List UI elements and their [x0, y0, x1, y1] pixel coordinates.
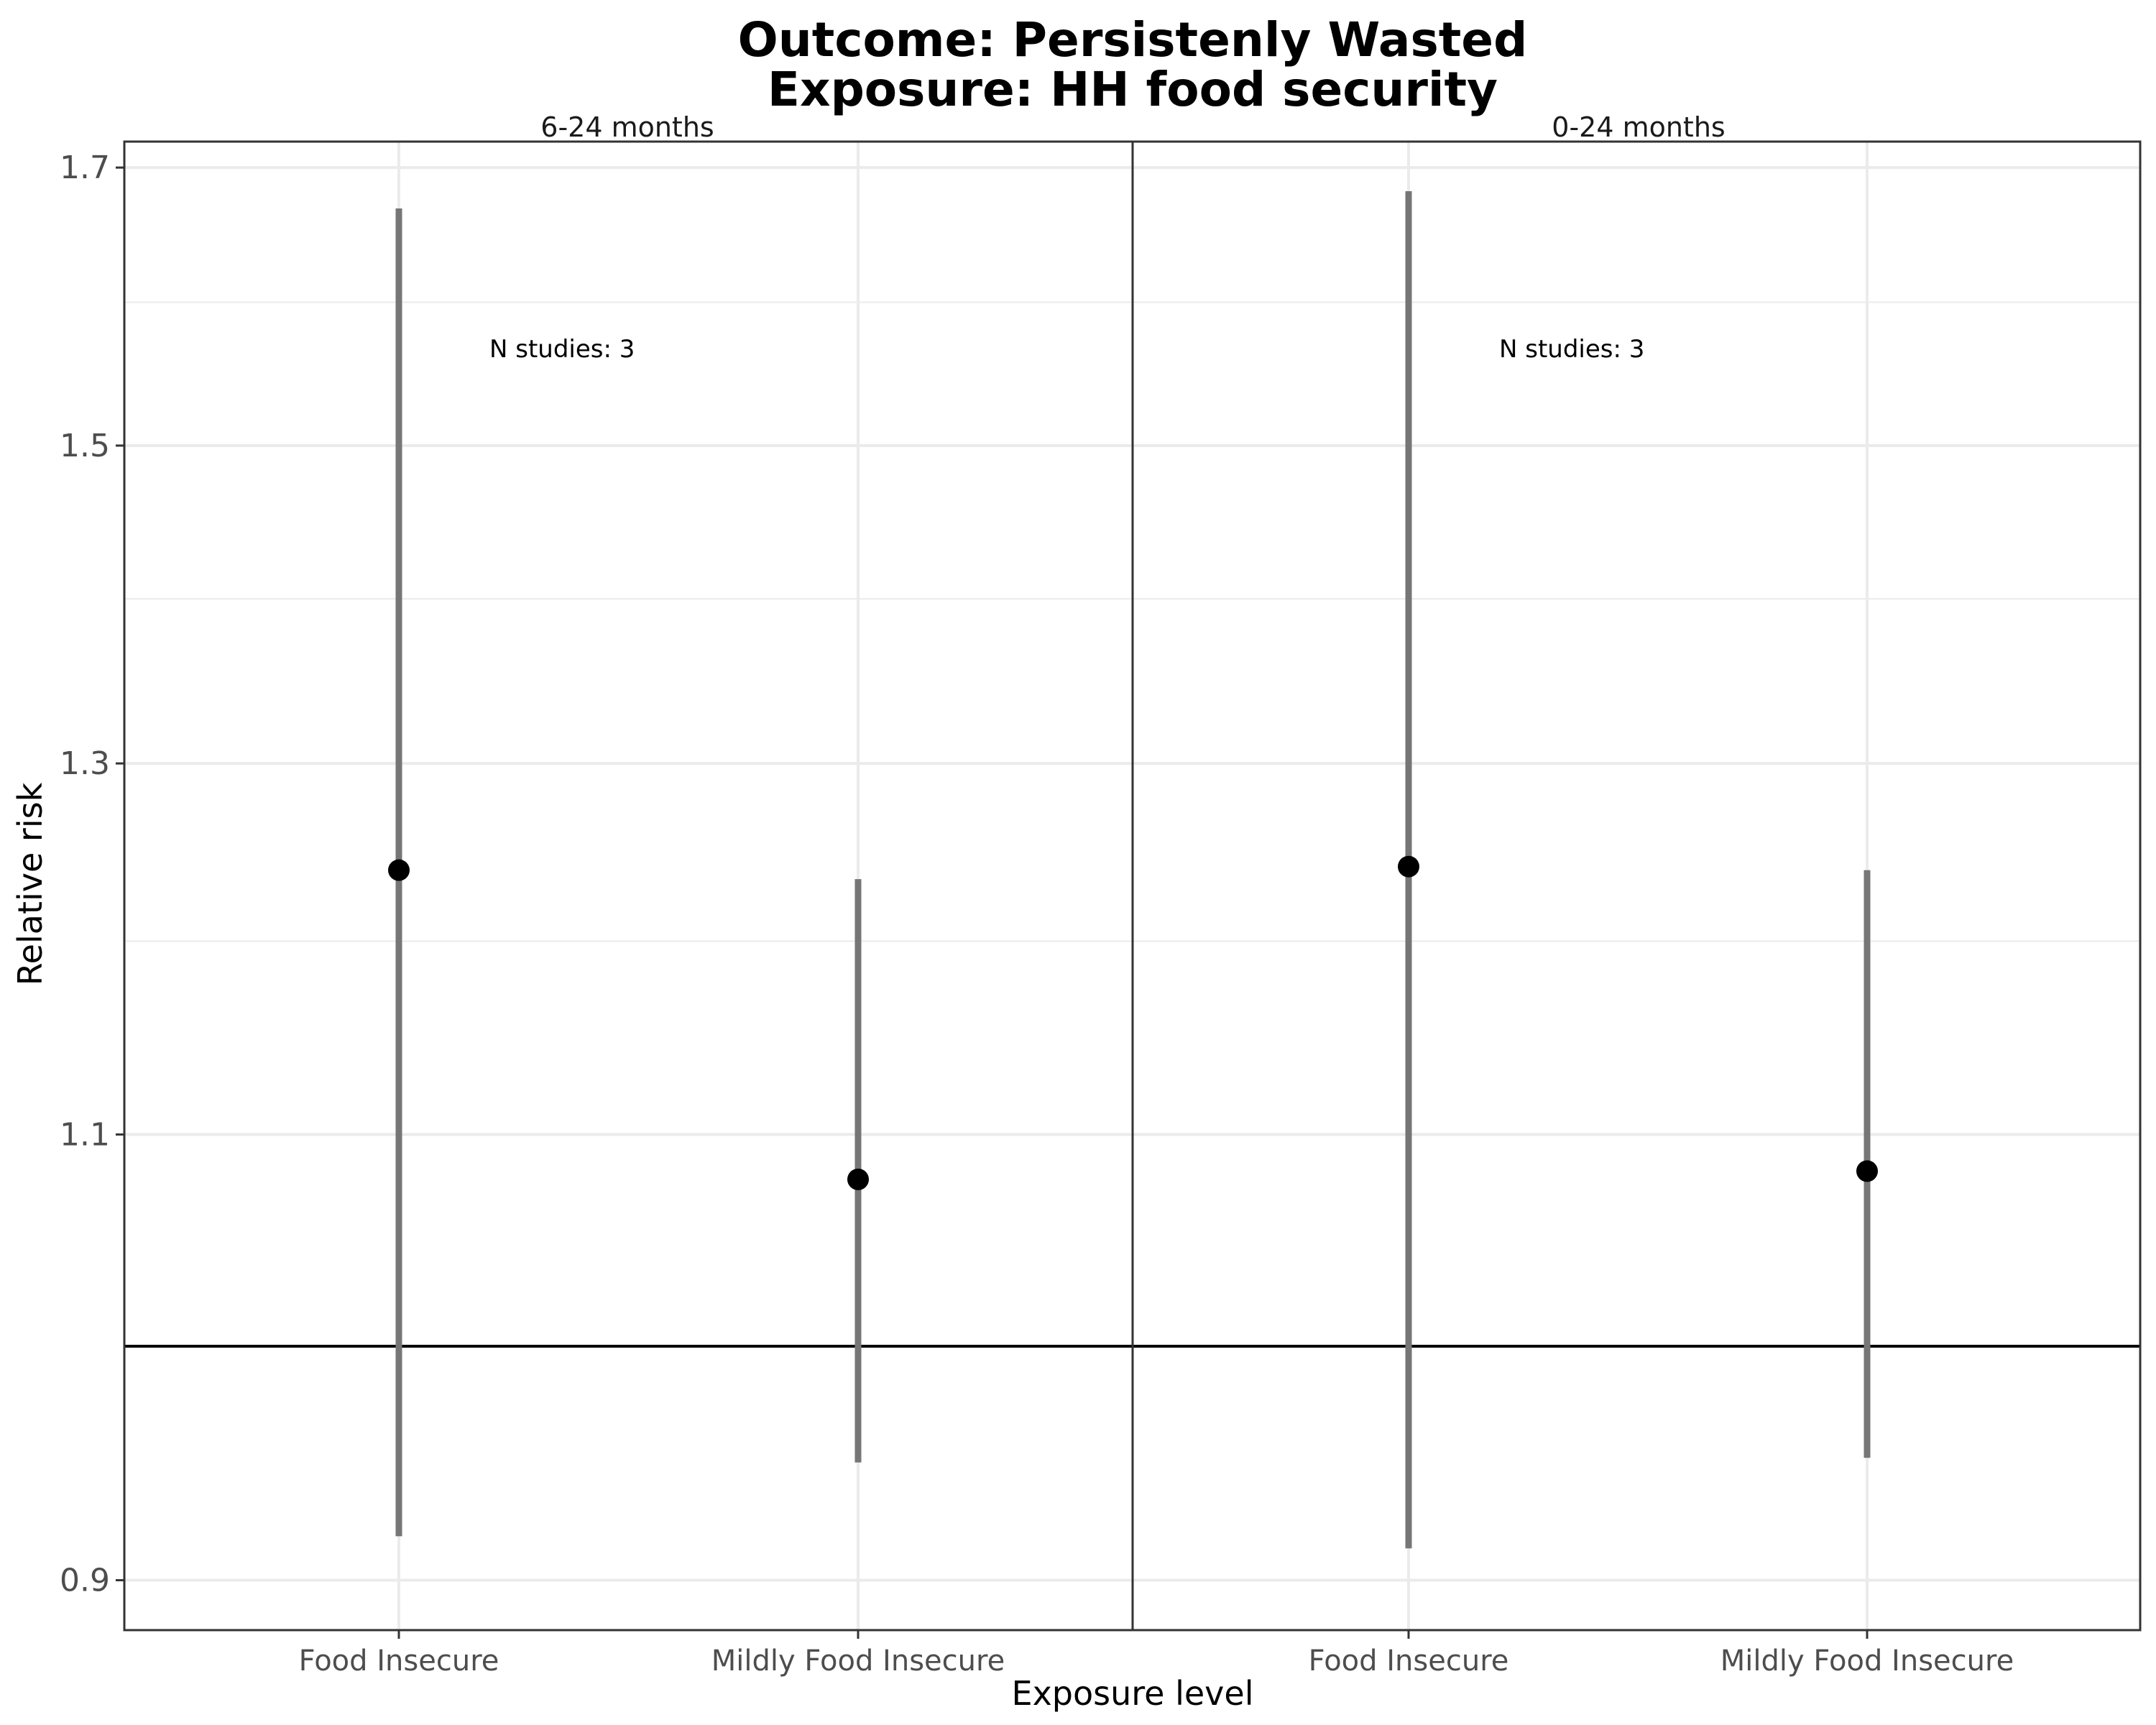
point-layer	[388, 855, 1878, 1190]
chart-title-line-1: Outcome: Persistenly Wasted	[738, 12, 1528, 68]
estimate-point	[1398, 855, 1419, 878]
y-tick-label: 1.5	[60, 428, 110, 464]
x-tick-label: Food Insecure	[1309, 1644, 1509, 1678]
facet-strip-6-24-months: 6-24 months	[540, 111, 714, 143]
estimate-point	[847, 1168, 869, 1190]
y-tick-label: 0.9	[60, 1563, 110, 1599]
x-axis-title: Exposure level	[1012, 1674, 1254, 1713]
x-tick-label: Mildly Food Insecure	[711, 1644, 1005, 1678]
panel-border	[1131, 140, 2142, 1632]
estimate-point	[1856, 1160, 1878, 1182]
panel-frame	[123, 140, 2142, 1632]
y-axis-title: Relative risk	[11, 782, 50, 985]
y-tick-label: 1.3	[60, 745, 110, 782]
n-studies-annotation: N studies: 3	[489, 335, 635, 364]
n-studies-annotation: N studies: 3	[1499, 335, 1644, 364]
estimate-point	[388, 859, 410, 881]
facet-strip-0-24-months: 0-24 months	[1552, 111, 1725, 143]
x-axis-ticks: Food Insecure Mildly Food Insecure Food In…	[299, 1630, 2014, 1678]
y-tick-label: 1.7	[60, 150, 110, 186]
y-axis-ticks: 0.9 1.1 1.3 1.5 1.7	[60, 150, 124, 1599]
chart-title-line-2: Exposure: HH food security	[768, 62, 1498, 117]
y-tick-label: 1.1	[60, 1116, 110, 1153]
x-tick-label: Food Insecure	[299, 1644, 499, 1678]
x-tick-label: Mildly Food Insecure	[1720, 1644, 2014, 1678]
annotation-layer: N studies: 3 N studies: 3	[489, 335, 1644, 364]
